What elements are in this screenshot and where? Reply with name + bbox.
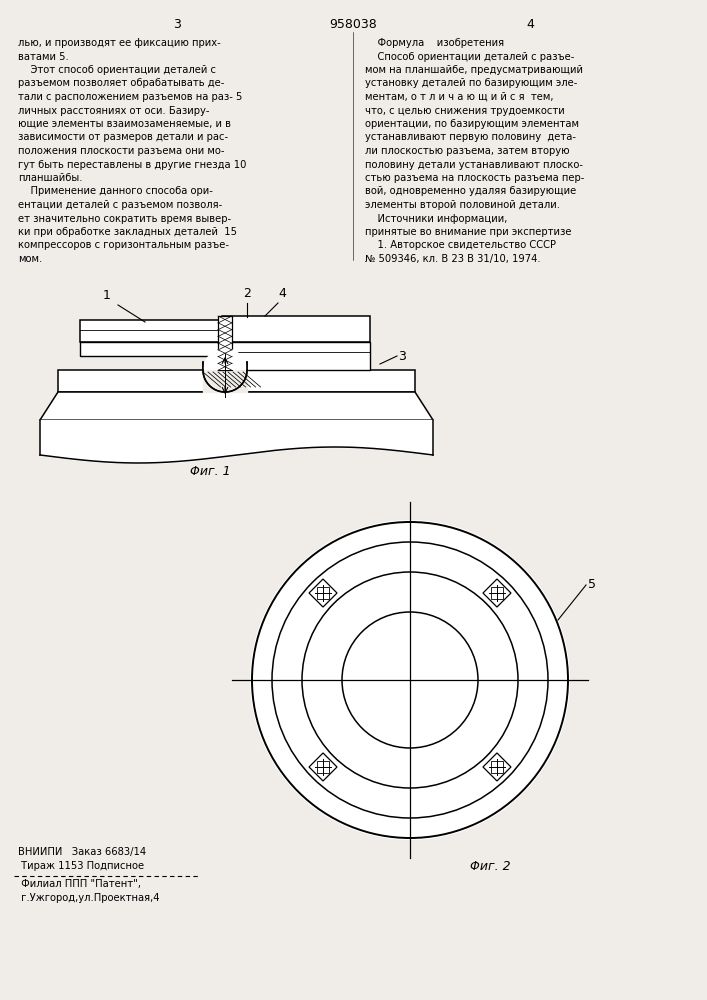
Text: Φиг. 2: Φиг. 2 — [469, 860, 510, 873]
Bar — [222, 342, 370, 370]
Text: Формула    изобретения: Формула изобретения — [365, 38, 504, 48]
Text: личных расстояниях от оси. Базиру-: личных расстояниях от оси. Базиру- — [18, 105, 209, 115]
Text: ет значительно сократить время вывер-: ет значительно сократить время вывер- — [18, 214, 231, 224]
Text: ки при обработке закладных деталей  15: ки при обработке закладных деталей 15 — [18, 227, 237, 237]
Text: компрессоров с горизонтальным разъе-: компрессоров с горизонтальным разъе- — [18, 240, 229, 250]
Text: лью, и производят ее фиксацию прих-: лью, и производят ее фиксацию прих- — [18, 38, 221, 48]
Text: ющие элементы взаимозаменяемые, и в: ющие элементы взаимозаменяемые, и в — [18, 119, 231, 129]
Text: ВНИИПИ   Заказ 6683/14: ВНИИПИ Заказ 6683/14 — [18, 847, 146, 857]
Bar — [80, 320, 222, 342]
Text: ментам, о т л и ч а ю щ и й с я  тем,: ментам, о т л и ч а ю щ и й с я тем, — [365, 92, 554, 102]
Text: Источники информации,: Источники информации, — [365, 214, 508, 224]
Polygon shape — [40, 392, 433, 420]
Text: что, с целью снижения трудоемкости: что, с целью снижения трудоемкости — [365, 105, 565, 115]
Circle shape — [250, 520, 570, 840]
Text: ватами 5.: ватами 5. — [18, 51, 69, 62]
Text: ентации деталей с разъемом позволя-: ентации деталей с разъемом позволя- — [18, 200, 222, 210]
Text: г.Ужгород,ул.Проектная,4: г.Ужгород,ул.Проектная,4 — [18, 893, 160, 903]
Text: Тираж 1153 Подписное: Тираж 1153 Подписное — [18, 861, 144, 871]
Bar — [58, 370, 415, 392]
Text: тали с расположением разъемов на раз- 5: тали с расположением разъемов на раз- 5 — [18, 92, 243, 102]
Text: Применение данного способа ори-: Применение данного способа ори- — [18, 186, 213, 196]
Text: 3: 3 — [398, 350, 406, 362]
Text: 4: 4 — [278, 287, 286, 300]
Text: ли плоскостью разъема, затем вторую: ли плоскостью разъема, затем вторую — [365, 146, 570, 156]
Text: разъемом позволяет обрабатывать де-: разъемом позволяет обрабатывать де- — [18, 79, 224, 89]
Bar — [218, 316, 232, 370]
Bar — [80, 342, 222, 356]
Polygon shape — [483, 753, 511, 781]
Polygon shape — [309, 579, 337, 607]
Text: устанавливают первую половину  дета-: устанавливают первую половину дета- — [365, 132, 576, 142]
Text: зависимости от размеров детали и рас-: зависимости от размеров детали и рас- — [18, 132, 228, 142]
Text: 4: 4 — [526, 18, 534, 31]
Bar — [317, 761, 329, 773]
Wedge shape — [203, 348, 247, 370]
Text: Способ ориентации деталей с разъе-: Способ ориентации деталей с разъе- — [365, 51, 574, 62]
Text: ориентации, по базирующим элементам: ориентации, по базирующим элементам — [365, 119, 579, 129]
Text: стью разъема на плоскость разъема пер-: стью разъема на плоскость разъема пер- — [365, 173, 585, 183]
Text: Этот способ ориентации деталей с: Этот способ ориентации деталей с — [18, 65, 216, 75]
Text: планшайбы.: планшайбы. — [18, 173, 83, 183]
Polygon shape — [483, 579, 511, 607]
Text: Филиал ППП "Патент",: Филиал ППП "Патент", — [18, 879, 141, 889]
Bar — [317, 587, 329, 599]
Text: половину детали устанавливают плоско-: половину детали устанавливают плоско- — [365, 159, 583, 169]
Text: элементы второй половиной детали.: элементы второй половиной детали. — [365, 200, 560, 210]
Text: вой, одновременно удаляя базирующие: вой, одновременно удаляя базирующие — [365, 186, 576, 196]
Text: мом на планшайбе, предусматривающий: мом на планшайбе, предусматривающий — [365, 65, 583, 75]
Text: 958038: 958038 — [329, 18, 377, 31]
Text: Φиг. 1: Φиг. 1 — [189, 465, 230, 478]
Text: гут быть переставлены в другие гнезда 10: гут быть переставлены в другие гнезда 10 — [18, 159, 246, 169]
Text: № 509346, кл. В 23 В 31/10, 1974.: № 509346, кл. В 23 В 31/10, 1974. — [365, 254, 541, 264]
Text: 2: 2 — [243, 287, 251, 300]
Text: установку деталей по базирующим эле-: установку деталей по базирующим эле- — [365, 79, 578, 89]
Text: принятые во внимание при экспертизе: принятые во внимание при экспертизе — [365, 227, 571, 237]
Bar — [491, 587, 503, 599]
Polygon shape — [309, 753, 337, 781]
Text: 1: 1 — [103, 289, 111, 302]
Text: положения плоскости разъема они мо-: положения плоскости разъема они мо- — [18, 146, 225, 156]
Text: 1. Авторское свидетельство СССР: 1. Авторское свидетельство СССР — [365, 240, 556, 250]
Text: мом.: мом. — [18, 254, 42, 264]
Bar — [222, 316, 370, 342]
Text: 3: 3 — [173, 18, 181, 31]
Bar — [491, 761, 503, 773]
Text: 5: 5 — [588, 578, 596, 591]
